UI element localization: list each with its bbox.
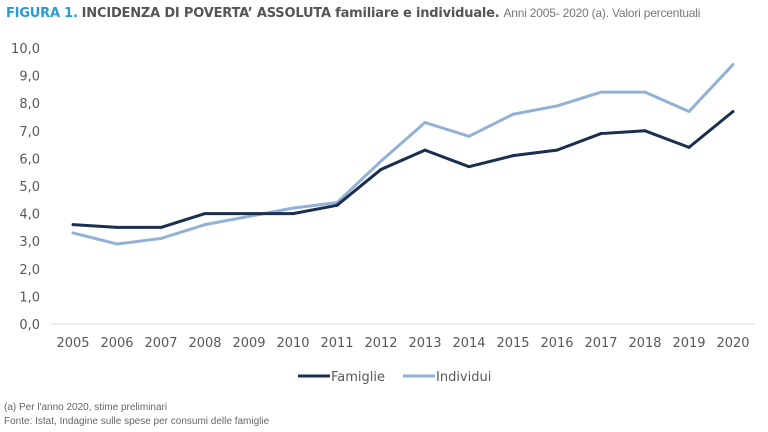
x-tick-label: 2017 xyxy=(584,336,617,351)
data-point-famiglie xyxy=(687,145,691,149)
data-point-individui xyxy=(379,159,383,163)
data-point-individui xyxy=(159,236,163,240)
figure-number: FIGURA 1. xyxy=(6,6,78,21)
legend-label-famiglie: Famiglie xyxy=(331,370,385,385)
x-tick-label: 2012 xyxy=(364,336,397,351)
data-point-individui xyxy=(643,90,647,94)
y-tick-label: 8,0 xyxy=(19,97,40,112)
source-note: Fonte: Istat, Indagine sulle spese per c… xyxy=(4,416,270,427)
y-tick-label: 10,0 xyxy=(11,42,40,57)
data-point-famiglie xyxy=(643,129,647,133)
y-tick-label: 1,0 xyxy=(19,290,40,305)
data-point-individui xyxy=(731,63,735,67)
data-point-individui xyxy=(71,231,75,235)
y-tick-label: 5,0 xyxy=(19,180,40,195)
data-point-famiglie xyxy=(379,167,383,171)
x-tick-label: 2015 xyxy=(496,336,529,351)
x-tick-label: 2016 xyxy=(540,336,573,351)
x-tick-label: 2010 xyxy=(276,336,309,351)
data-point-individui xyxy=(291,206,295,210)
data-point-famiglie xyxy=(423,148,427,152)
x-tick-label: 2018 xyxy=(628,336,661,351)
data-point-famiglie xyxy=(599,132,603,136)
y-tick-label: 2,0 xyxy=(19,263,40,278)
y-tick-label: 3,0 xyxy=(19,235,40,250)
data-point-individui xyxy=(467,134,471,138)
data-point-individui xyxy=(687,109,691,113)
y-tick-label: 4,0 xyxy=(19,208,40,223)
y-tick-label: 7,0 xyxy=(19,125,40,140)
legend-label-individui: Individui xyxy=(436,370,491,385)
data-point-famiglie xyxy=(247,212,251,216)
data-point-famiglie xyxy=(511,154,515,158)
series-line-individui xyxy=(72,63,735,246)
data-point-famiglie xyxy=(203,212,207,216)
data-point-famiglie xyxy=(159,225,163,229)
x-tick-label: 2014 xyxy=(452,336,485,351)
x-tick-label: 2013 xyxy=(408,336,441,351)
x-tick-label: 2008 xyxy=(188,336,221,351)
data-point-individui xyxy=(599,90,603,94)
data-point-individui xyxy=(423,121,427,125)
data-point-individui xyxy=(511,112,515,116)
title-main: INCIDENZA DI POVERTA’ ASSOLUTA familiare… xyxy=(81,6,500,21)
data-point-famiglie xyxy=(71,223,75,227)
chart-title: FIGURA 1. INCIDENZA DI POVERTA’ ASSOLUTA… xyxy=(6,6,700,21)
series-line-famiglie xyxy=(72,110,734,229)
footnote: (a) Per l'anno 2020, stime preliminari xyxy=(4,402,168,413)
data-point-individui xyxy=(247,214,251,218)
data-point-famiglie xyxy=(291,212,295,216)
x-tick-label: 2009 xyxy=(232,336,265,351)
x-tick-label: 2020 xyxy=(716,336,749,351)
data-point-famiglie xyxy=(467,165,471,169)
x-tick-label: 2006 xyxy=(100,336,133,351)
x-tick-label: 2011 xyxy=(320,336,353,351)
line-chart: 0,0 1,0 2,0 3,0 4,0 5,0 6,0 7,0 8,0 9,0 10,0 2005 20… xyxy=(11,42,755,385)
x-tick-label: 2019 xyxy=(672,336,705,351)
data-point-individui xyxy=(555,104,559,108)
title-subtitle: Anni 2005- 2020 (a). Valori percentuali xyxy=(503,6,701,20)
data-point-famiglie xyxy=(335,203,339,207)
data-point-famiglie xyxy=(731,109,735,113)
x-tick-label: 2005 xyxy=(56,336,89,351)
data-point-individui xyxy=(203,223,207,227)
y-tick-label: 6,0 xyxy=(19,152,40,167)
data-point-famiglie xyxy=(555,148,559,152)
y-tick-label: 9,0 xyxy=(19,70,40,85)
x-tick-label: 2007 xyxy=(144,336,177,351)
data-point-famiglie xyxy=(115,225,119,229)
data-point-individui xyxy=(115,242,119,246)
y-tick-label: 0,0 xyxy=(19,318,40,333)
